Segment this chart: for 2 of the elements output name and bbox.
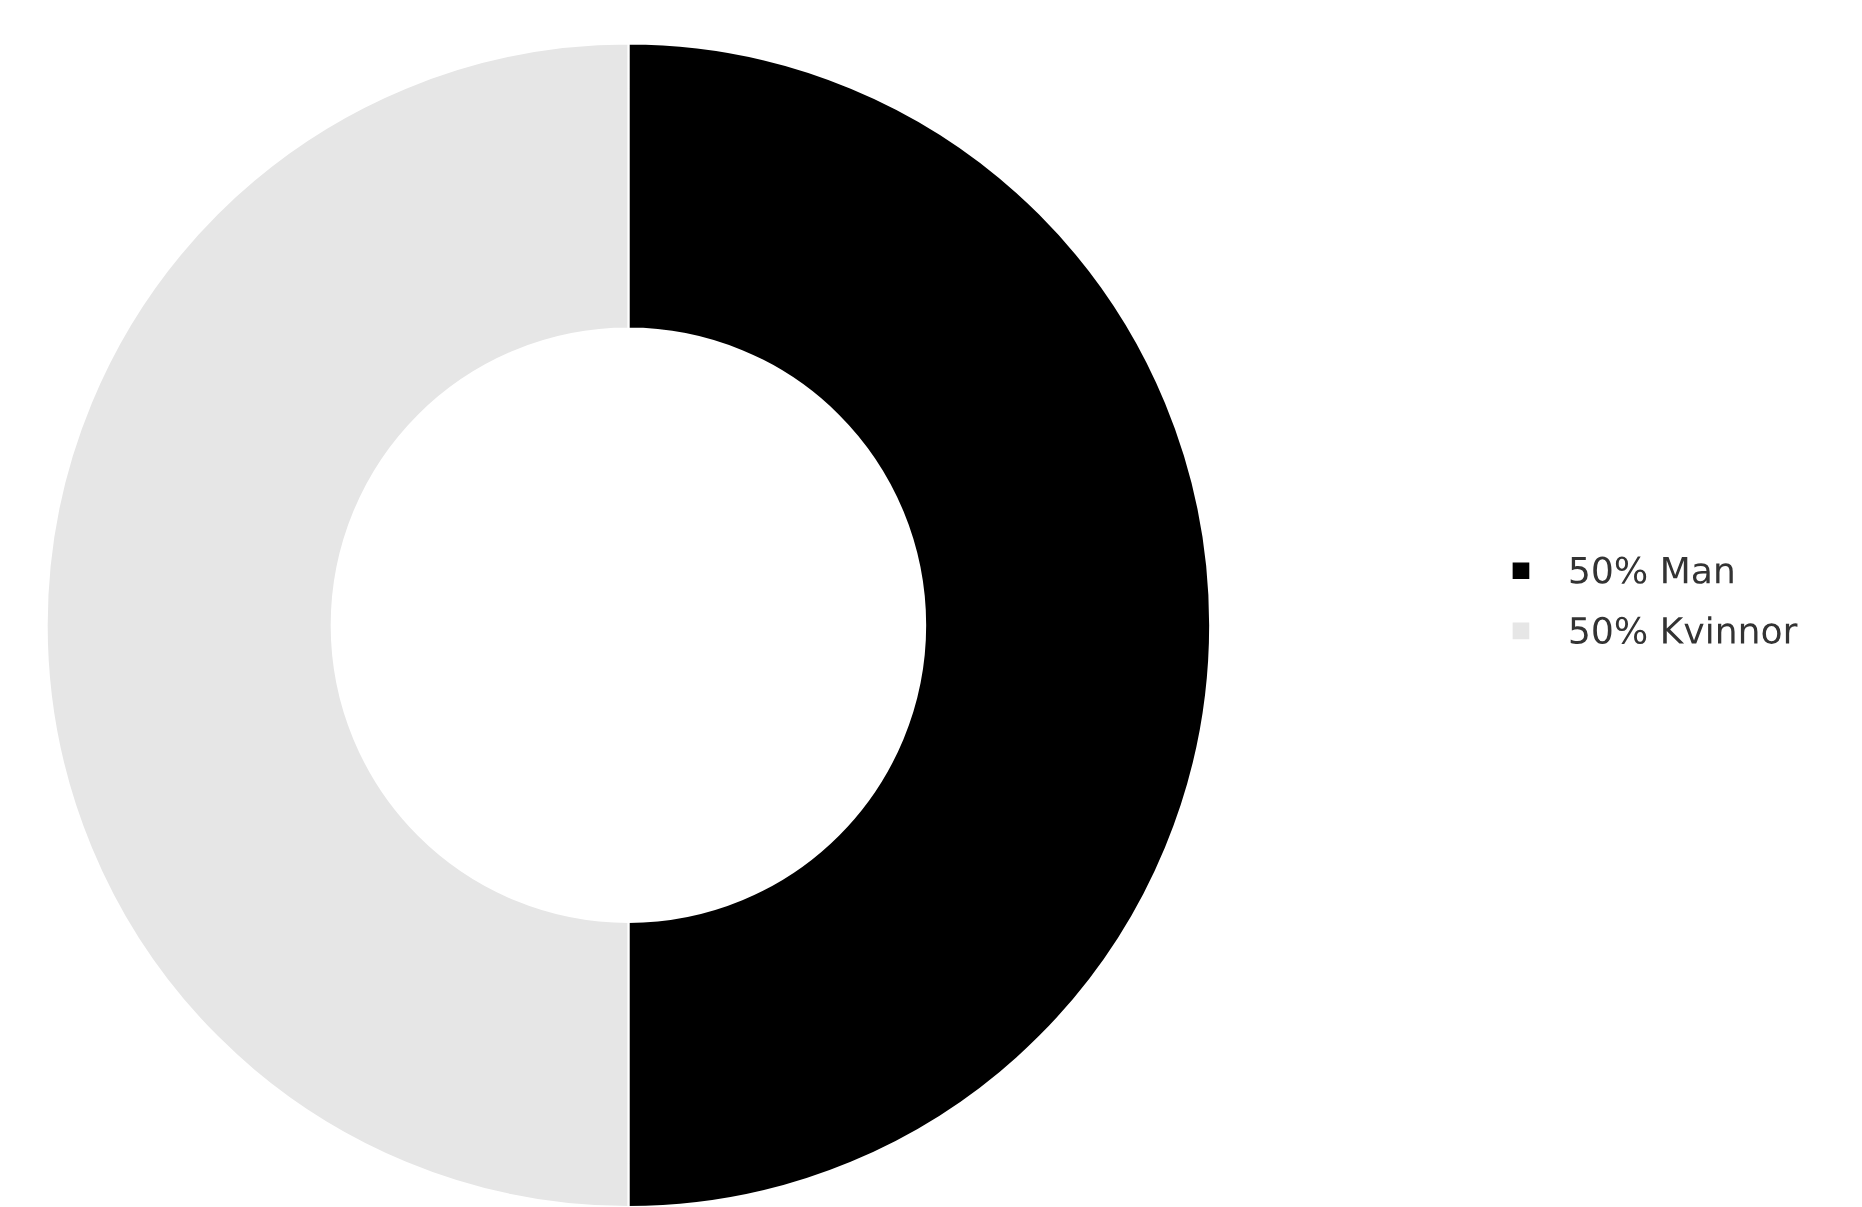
legend-label: 50% Man <box>1570 556 1733 584</box>
legend-label: 50% Kvinnor <box>1570 616 1798 645</box>
